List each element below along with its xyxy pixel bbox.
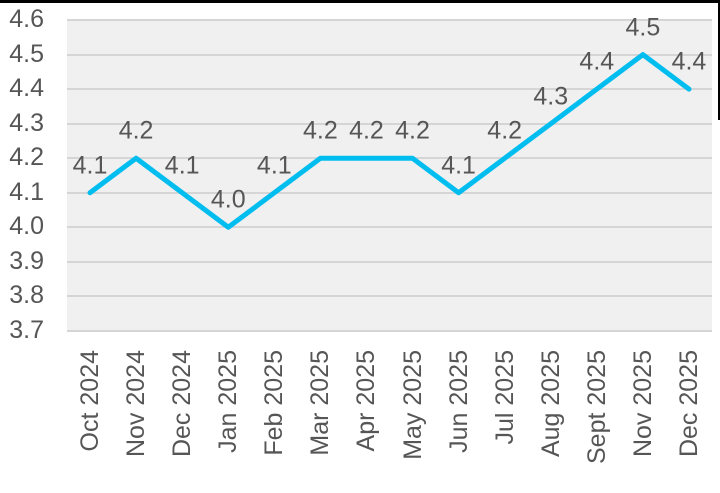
y-tick-label: 4.5	[9, 39, 44, 68]
gridline	[67, 295, 712, 298]
data-label: 4.2	[118, 116, 154, 145]
gridline	[67, 260, 712, 263]
y-tick-label: 4.1	[9, 177, 44, 206]
data-label: 4.3	[533, 82, 569, 111]
data-label: 4.2	[303, 116, 338, 145]
y-tick-label: 4.2	[9, 143, 44, 172]
data-label: 4.2	[395, 116, 430, 145]
x-category-label: Mar 2025	[306, 350, 335, 456]
data-label: 4.1	[164, 151, 200, 180]
gridline	[67, 330, 712, 332]
x-category-label: Dec 2025	[674, 350, 703, 458]
plot-area	[67, 19, 712, 332]
data-label: 4.4	[579, 47, 615, 76]
x-category-label: May 2025	[398, 350, 427, 460]
gridline	[67, 226, 712, 229]
x-category-label: Jan 2025	[214, 350, 243, 453]
x-category-label: Sept 2025	[582, 350, 611, 464]
x-category-label: Aug 2025	[536, 350, 565, 458]
border-top-edge	[0, 0, 720, 3]
x-category-label: Jul 2025	[490, 350, 519, 445]
data-label: 4.0	[210, 185, 246, 214]
data-label: 4.2	[349, 116, 384, 145]
data-label: 4.2	[487, 116, 523, 145]
data-label: 4.4	[671, 47, 707, 76]
y-tick-label: 4.3	[9, 108, 44, 137]
x-category-label: Jun 2025	[444, 350, 473, 453]
x-category-label: Feb 2025	[260, 350, 289, 456]
y-tick-label: 3.7	[9, 316, 44, 344]
data-label: 4.1	[256, 151, 292, 180]
gridline	[67, 157, 712, 160]
gridline	[67, 19, 712, 21]
gridline	[67, 88, 712, 91]
gridline	[67, 122, 712, 125]
data-label: 4.1	[72, 151, 108, 180]
border-right-edge	[718, 0, 720, 120]
x-category-label: Nov 2025	[628, 350, 657, 458]
y-tick-label: 4.6	[9, 5, 44, 33]
x-category-label: Oct 2024	[76, 350, 105, 452]
data-label: 4.5	[625, 13, 661, 42]
x-category-label: Dec 2024	[168, 350, 197, 458]
gridline	[67, 191, 712, 194]
gridline	[67, 53, 712, 56]
y-tick-label: 4.4	[9, 74, 44, 103]
data-label: 4.1	[441, 151, 476, 180]
y-tick-label: 3.9	[9, 246, 44, 275]
x-category-label: Nov 2024	[122, 350, 151, 458]
x-category-label: Apr 2025	[352, 350, 381, 452]
y-tick-label: 3.8	[9, 281, 44, 310]
y-tick-label: 4.0	[9, 212, 44, 241]
